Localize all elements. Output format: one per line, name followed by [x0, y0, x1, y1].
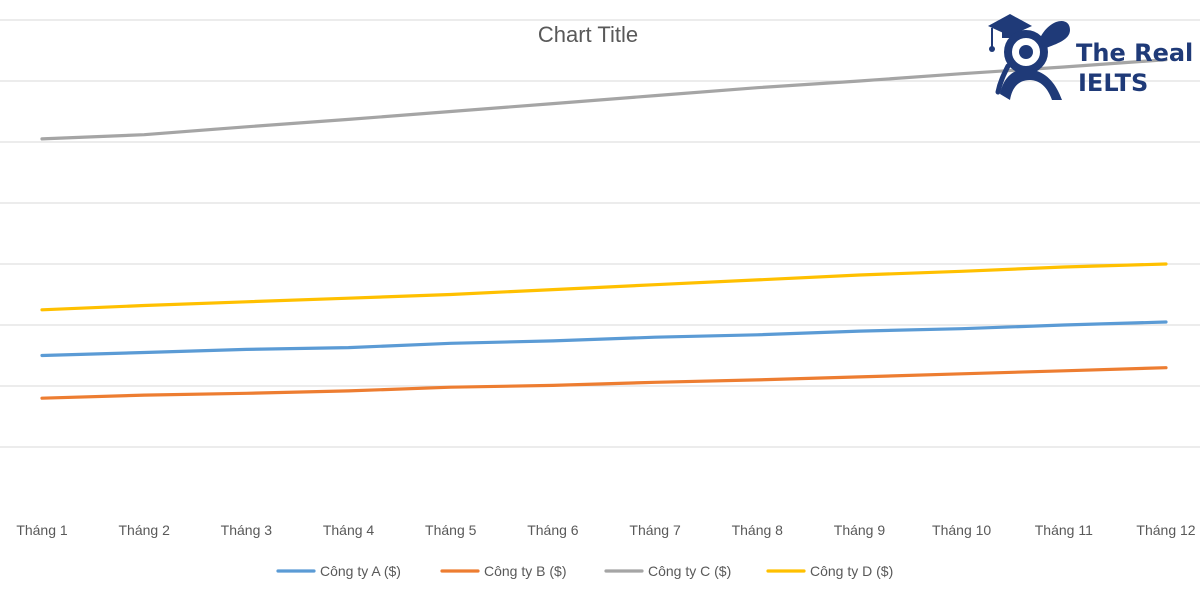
x-tick-label: Tháng 12 [1136, 522, 1195, 538]
graduation-owl-logo-icon [988, 14, 1070, 100]
legend-label: Công ty C ($) [648, 563, 731, 579]
x-tick-label: Tháng 6 [527, 522, 579, 538]
y-gridlines [0, 19, 1200, 448]
x-tick-label: Tháng 1 [16, 522, 68, 538]
logo-line-1: The Real [1076, 39, 1194, 67]
logo: The Real IELTS [978, 8, 1194, 108]
legend: Công ty A ($) Công ty B ($) Công ty C ($) C… [276, 563, 893, 579]
x-tick-label: Tháng 4 [323, 522, 375, 538]
series-line-4 [40, 262, 1168, 312]
legend-label: Công ty D ($) [810, 563, 893, 579]
x-tick-label: Tháng 2 [118, 522, 170, 538]
x-tick-label: Tháng 5 [425, 522, 477, 538]
x-tick-label: Tháng 11 [1035, 522, 1093, 538]
legend-label: Công ty B ($) [484, 563, 566, 579]
x-tick-label: Tháng 3 [221, 522, 273, 538]
series-line-2 [40, 366, 1168, 400]
logo-text: The Real IELTS [1076, 38, 1193, 98]
chart-title: Chart Title [538, 22, 638, 47]
x-tick-label: Tháng 7 [629, 522, 681, 538]
logo-line-2: IELTS [1078, 69, 1149, 97]
x-tick-label: Tháng 9 [834, 522, 886, 538]
series-lines [40, 58, 1168, 400]
x-tick-label: Tháng 10 [932, 522, 991, 538]
series-line-3 [40, 58, 1168, 141]
legend-label: Công ty A ($) [320, 563, 401, 579]
series-line-1 [40, 320, 1168, 358]
x-axis-tick-labels: Tháng 1 Tháng 2 Tháng 3 Tháng 4 Tháng 5 Tháng… [16, 522, 1195, 538]
x-tick-label: Tháng 8 [732, 522, 784, 538]
